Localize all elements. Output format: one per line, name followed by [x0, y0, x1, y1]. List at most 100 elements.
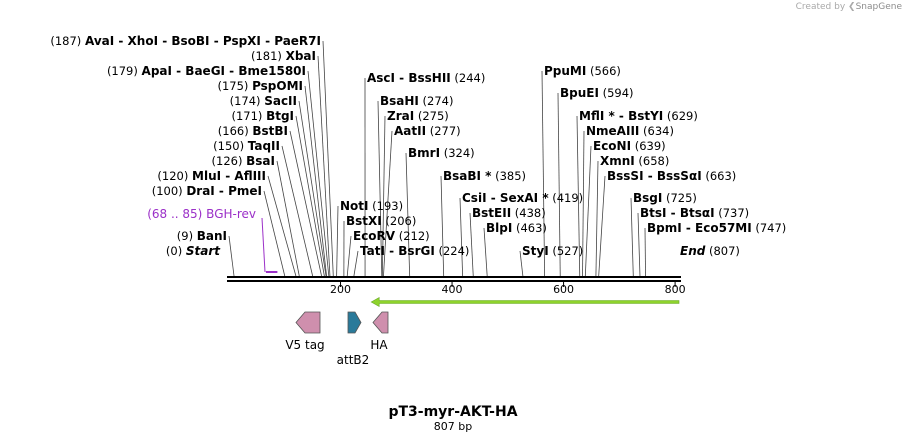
site-position: (193) — [369, 199, 404, 213]
site-xmni[interactable]: XmnI (658) — [600, 154, 669, 168]
site-position: (174) — [230, 94, 265, 108]
site-bsgi[interactable]: BsgI (725) — [633, 191, 697, 205]
tick-label-200: 200 — [330, 283, 351, 296]
site-position: (737) — [715, 206, 750, 220]
svg-text:ZraI (275): ZraI (275) — [387, 109, 449, 123]
site-labels: (187) AvaI - XhoI - BsoBI - PspXI - PaeR… — [50, 34, 786, 258]
site-btsi-bts-i[interactable]: BtsI - BtsαI (737) — [640, 206, 749, 220]
site-drai-pmei[interactable]: (100) DraI - PmeI — [152, 184, 262, 198]
primer-leader — [261, 217, 266, 273]
svg-text:AatII (277): AatII (277) — [394, 124, 461, 138]
feature-v5-tag[interactable]: V5 tag — [285, 311, 325, 352]
feature-attb2[interactable]: attB2 — [337, 311, 370, 367]
site-name: AvaI - XhoI - BsoBI - PspXI - PaeR7I — [85, 34, 321, 48]
feature-arrow-v5-tag[interactable] — [295, 311, 321, 334]
site-end[interactable]: End (807) — [680, 244, 740, 258]
site-csii-sexai[interactable]: CsiI - SexAI * (419) — [462, 191, 583, 205]
site-bsabi[interactable]: BsaBI * (385) — [443, 169, 526, 183]
site-ppumi[interactable]: PpuMI (566) — [544, 64, 621, 78]
site-sacii[interactable]: (174) SacII — [230, 94, 297, 108]
site-position: (725) — [662, 191, 697, 205]
site-blpi[interactable]: BlpI (463) — [486, 221, 547, 235]
site-styi[interactable]: StyI (527) — [522, 244, 583, 258]
site-avai-xhoi-bsobi-pspxi-paer7i[interactable]: (187) AvaI - XhoI - BsoBI - PspXI - PaeR… — [50, 34, 321, 48]
site-position: (807) — [705, 244, 740, 258]
site-name: AatII — [394, 124, 426, 138]
site-bsssi-bsss-i[interactable]: BssSI - BssSαI (663) — [607, 169, 736, 183]
site-name: ZraI — [387, 109, 414, 123]
site-noti[interactable]: NotI (193) — [340, 199, 403, 213]
leader-tati-bsrgi — [353, 250, 359, 277]
svg-text:BsgI (725): BsgI (725) — [633, 191, 697, 205]
svg-text:BmrI (324): BmrI (324) — [408, 146, 475, 160]
map-title: pT3-myr-AKT-HA — [388, 404, 517, 420]
site-btgi[interactable]: (171) BtgI — [231, 109, 294, 123]
site-start[interactable]: (0) Start — [166, 244, 221, 258]
site-name: BsaI — [246, 154, 275, 168]
site-bani[interactable]: (9) BanI — [177, 229, 227, 243]
site-mlui-afliii[interactable]: (120) MluI - AflIII — [157, 169, 266, 183]
leader-econi — [584, 145, 592, 277]
svg-text:(150) TaqII: (150) TaqII — [213, 139, 280, 153]
site-bsteii[interactable]: BstEII (438) — [472, 206, 546, 220]
leader-xmni — [595, 160, 599, 277]
site-aatii[interactable]: AatII (277) — [394, 124, 461, 138]
site-name: TatI - BsrGI — [360, 244, 435, 258]
site-zrai[interactable]: ZraI (275) — [387, 109, 449, 123]
site-name: DraI - PmeI — [186, 184, 262, 198]
leader-bpmi-eco57mi — [644, 227, 646, 277]
site-position: (100) — [152, 184, 187, 198]
site-bmri[interactable]: BmrI (324) — [408, 146, 475, 160]
site-asci-bsshii[interactable]: AscI - BssHII (244) — [367, 71, 485, 85]
feature-ha[interactable]: HA — [370, 311, 389, 352]
site-name: TaqII — [248, 139, 280, 153]
feature-arrow-ha[interactable] — [372, 311, 389, 334]
site-ecorv[interactable]: EcoRV (212) — [353, 229, 430, 243]
site-name: AscI - BssHII — [367, 71, 451, 85]
orf-arrow[interactable] — [370, 296, 680, 308]
site-position: (150) — [213, 139, 248, 153]
site-name: XmnI — [600, 154, 635, 168]
site-position: (639) — [631, 139, 666, 153]
site-tati-bsrgi[interactable]: TatI - BsrGI (224) — [360, 244, 469, 258]
site-name: PpuMI — [544, 64, 586, 78]
site-name: EcoNI — [593, 139, 631, 153]
site-position: (747) — [752, 221, 787, 235]
leader-apai-baegi-bme1580i — [307, 70, 330, 277]
site-nmeaiii[interactable]: NmeAIII (634) — [586, 124, 674, 138]
site-position: (126) — [212, 154, 247, 168]
primer-label[interactable]: (68 .. 85) BGH-rev — [147, 207, 256, 221]
svg-text:(181) XbaI: (181) XbaI — [251, 49, 316, 63]
site-position: (179) — [107, 64, 142, 78]
leader-mlui-afliii — [267, 175, 297, 277]
leader-bstbi — [289, 130, 322, 277]
axis-ticks: 200 400 600 800 — [330, 282, 686, 296]
leader-bsgi — [630, 197, 634, 277]
site-name: BstEII — [472, 206, 511, 220]
site-bpuei[interactable]: BpuEI (594) — [560, 86, 634, 100]
svg-text:EcoRV (212): EcoRV (212) — [353, 229, 430, 243]
site-name: BpuEI — [560, 86, 599, 100]
main-orf-arrow — [370, 296, 680, 308]
feature-arrow-attb2[interactable] — [347, 311, 362, 334]
site-bsahi[interactable]: BsaHI (274) — [380, 94, 454, 108]
svg-text:BsaHI (274): BsaHI (274) — [380, 94, 454, 108]
site-bstbi[interactable]: (166) BstBI — [218, 124, 288, 138]
site-econi[interactable]: EcoNI (639) — [593, 139, 666, 153]
site-mfli-bstyi[interactable]: MflI * - BstYI (629) — [579, 109, 698, 123]
site-bpmi-eco57mi[interactable]: BpmI - Eco57MI (747) — [647, 221, 786, 235]
site-name: StyI — [522, 244, 549, 258]
leader-drai-pmei — [263, 190, 286, 277]
tick-label-400: 400 — [442, 283, 463, 296]
site-bstxi[interactable]: BstXI (206) — [346, 214, 416, 228]
site-apai-baegi-bme1580i[interactable]: (179) ApaI - BaeGI - Bme1580I — [107, 64, 306, 78]
site-position: (663) — [702, 169, 737, 183]
site-position: (566) — [586, 64, 621, 78]
feature-label-ha: HA — [370, 338, 388, 352]
svg-text:BtsI - BtsαI (737): BtsI - BtsαI (737) — [640, 206, 749, 220]
site-xbai[interactable]: (181) XbaI — [251, 49, 316, 63]
site-taqii[interactable]: (150) TaqII — [213, 139, 280, 153]
site-bsai[interactable]: (126) BsaI — [212, 154, 275, 168]
site-pspomi[interactable]: (175) PspOMI — [217, 79, 303, 93]
svg-text:BpmI - Eco57MI (747): BpmI - Eco57MI (747) — [647, 221, 786, 235]
